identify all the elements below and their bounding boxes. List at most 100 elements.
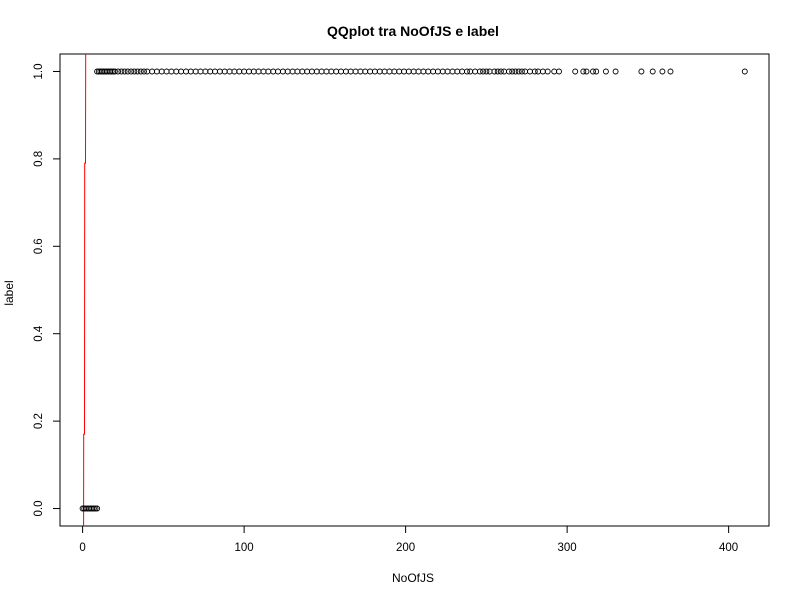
data-point (501, 68, 508, 75)
data-point (491, 68, 498, 75)
x-axis-title: NoOfJS (392, 571, 434, 585)
data-point (425, 68, 432, 75)
data-point (108, 68, 115, 75)
data-point (202, 68, 209, 75)
data-point (659, 68, 666, 75)
x-axis: 0 100 200 300 400 (79, 525, 738, 554)
data-point (415, 68, 422, 75)
x-tick-label: 0 (79, 542, 85, 554)
y-tick-label: 0.8 (33, 151, 45, 167)
data-point (323, 68, 330, 75)
data-point (270, 68, 277, 75)
data-point (216, 68, 223, 75)
data-point (124, 68, 131, 75)
data-point (401, 68, 407, 75)
data-point (158, 68, 165, 75)
data-point (153, 68, 160, 75)
data-point (420, 68, 427, 75)
data-point (506, 68, 512, 75)
y-tick-label: 0.6 (33, 238, 45, 254)
data-point (454, 68, 461, 75)
data-point (551, 68, 558, 75)
data-point (134, 68, 141, 75)
data-point (580, 68, 587, 75)
data-point (590, 68, 596, 75)
data-point (318, 68, 325, 75)
data-point (94, 505, 101, 512)
data-point (367, 68, 374, 75)
data-point (289, 68, 296, 75)
data-point (128, 68, 135, 75)
x-tick-label: 200 (396, 542, 415, 554)
data-point (226, 68, 233, 75)
data-point (168, 68, 175, 75)
data-point (149, 68, 156, 75)
data-point (357, 68, 364, 75)
data-point (187, 68, 194, 75)
data-point (480, 68, 487, 75)
data-point (494, 68, 501, 75)
reference-line-path (83, 53, 87, 527)
data-point (207, 68, 214, 75)
data-point (486, 68, 493, 75)
chart-title: QQplot tra NoOfJS e label (327, 23, 499, 39)
y-tick-label: 0.0 (33, 501, 45, 517)
data-point (141, 68, 147, 75)
data-point (544, 68, 551, 75)
data-point (313, 68, 320, 75)
y-tick-label: 1.0 (33, 63, 45, 79)
data-point (231, 68, 238, 75)
data-point (308, 68, 315, 75)
data-point (391, 68, 398, 75)
data-point (444, 68, 451, 75)
data-point (522, 68, 529, 75)
data-point (583, 68, 590, 75)
data-point (328, 68, 335, 75)
data-point (649, 68, 656, 75)
y-tick-label: 0.2 (33, 413, 45, 429)
data-point (483, 68, 490, 75)
data-point (535, 68, 542, 75)
y-tick-label: 0.4 (33, 325, 45, 342)
data-point (118, 68, 125, 75)
data-point (430, 68, 437, 75)
x-tick-label: 100 (235, 542, 254, 554)
data-point (275, 68, 281, 75)
y-axis: 0.0 0.2 0.4 0.6 0.8 1.0 (33, 63, 61, 517)
data-point (527, 68, 533, 75)
data-point (260, 68, 267, 75)
data-point (299, 68, 306, 75)
data-point (386, 68, 393, 75)
data-point (137, 68, 144, 75)
data-point (439, 68, 446, 75)
data-point (467, 68, 474, 75)
data-point (472, 68, 479, 75)
data-point (121, 68, 128, 75)
data-point (246, 68, 252, 75)
qq-reference-line (83, 53, 87, 527)
data-point (347, 68, 354, 75)
data-point (255, 68, 262, 75)
data-point (497, 68, 504, 75)
data-point (539, 68, 546, 75)
data-point (144, 68, 151, 75)
data-point (612, 68, 619, 75)
data-point (667, 68, 674, 75)
data-point (241, 68, 248, 75)
data-point (376, 68, 383, 75)
data-point (509, 68, 516, 75)
data-point (638, 68, 645, 75)
data-point (515, 68, 522, 75)
data-point (512, 68, 519, 75)
data-point (197, 68, 204, 75)
data-point (338, 68, 344, 75)
data-point (221, 68, 228, 75)
data-point (405, 68, 412, 75)
data-point (593, 68, 600, 75)
data-point (556, 68, 562, 75)
data-point (115, 68, 122, 75)
data-point (396, 68, 403, 75)
data-point (131, 68, 138, 75)
data-point (572, 68, 579, 75)
data-point (92, 505, 99, 512)
